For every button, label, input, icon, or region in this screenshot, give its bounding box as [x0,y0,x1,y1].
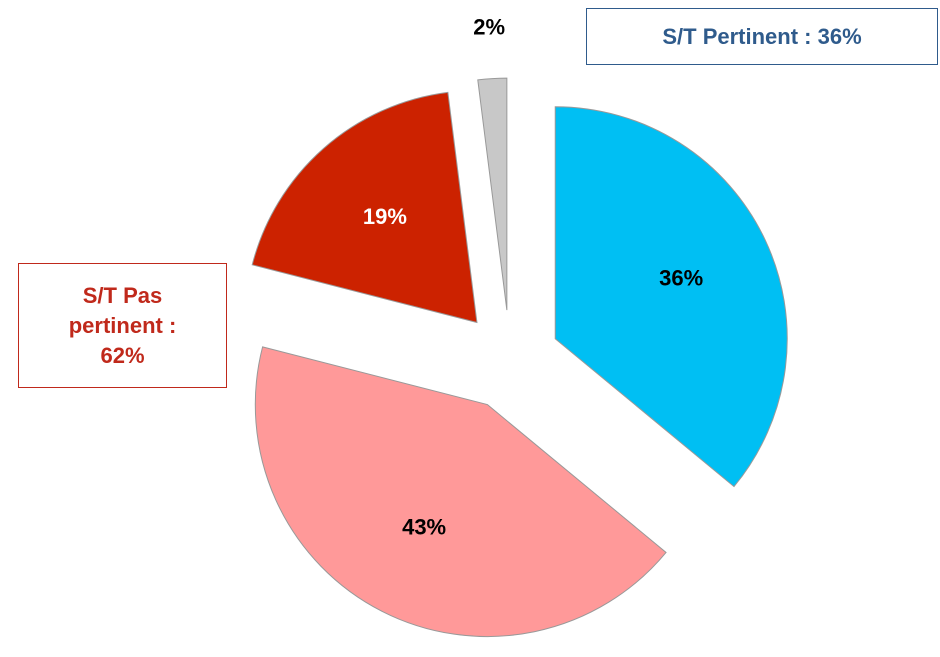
pie-slice [254,346,667,638]
pie-slice [477,77,508,311]
pie-slice [251,91,478,324]
annotation-box: S/T Pertinent : 36% [586,8,938,65]
annotation-text: pertinent : [68,312,177,338]
slice-label: 19% [363,204,407,229]
annotation-text: S/T Pas [82,282,163,308]
annotation-box: S/T Pas pertinent : 62% [18,263,227,388]
annotation-text: 62% [100,342,145,368]
slice-label: 43% [402,514,446,539]
slice-label: 2% [473,14,505,39]
slice-label: 36% [659,265,703,290]
annotation-text: S/T Pertinent : 36% [662,23,862,49]
pie-slice [554,106,788,488]
